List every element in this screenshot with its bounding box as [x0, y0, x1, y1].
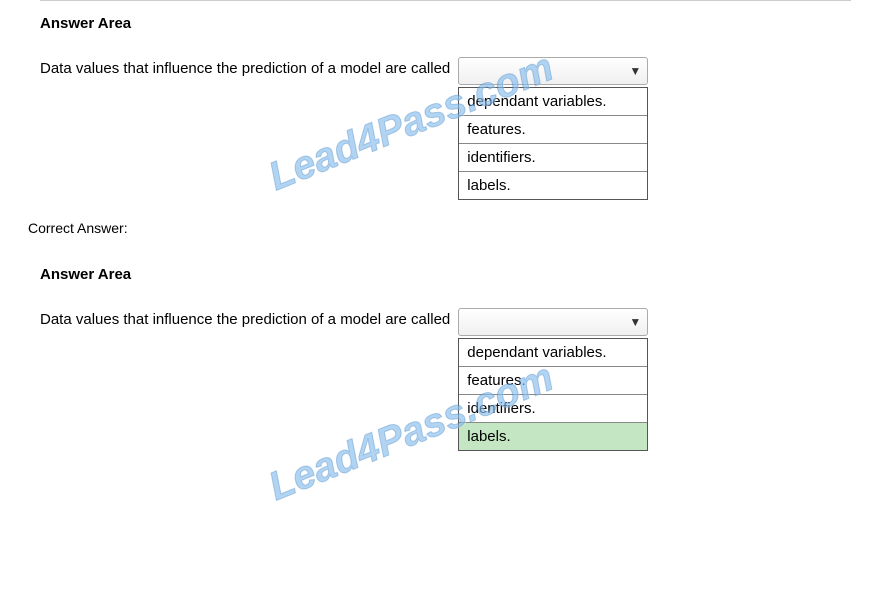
dropdown-option[interactable]: dependant variables. [459, 88, 647, 116]
answer-area-heading: Answer Area [40, 266, 851, 283]
dropdown-list: dependant variables. features. identifie… [458, 87, 648, 200]
dropdown-toggle[interactable]: ▼ [458, 57, 648, 85]
dropdown-option-selected[interactable]: labels. [459, 423, 647, 450]
dropdown-toggle[interactable]: ▼ [458, 308, 648, 336]
caret-down-icon: ▼ [629, 315, 641, 329]
answer-area-heading: Answer Area [40, 15, 851, 32]
dropdown-option[interactable]: features. [459, 116, 647, 144]
dropdown-option[interactable]: dependant variables. [459, 339, 647, 367]
dropdown-group: ▼ dependant variables. features. identif… [458, 57, 648, 200]
dropdown-option[interactable]: identifiers. [459, 395, 647, 423]
dropdown-group: ▼ dependant variables. features. identif… [458, 308, 648, 451]
answer-section: Answer Area Data values that influence t… [40, 266, 851, 451]
correct-answer-label: Correct Answer: [28, 220, 851, 236]
question-row: Data values that influence the predictio… [40, 57, 851, 200]
top-divider [40, 0, 851, 1]
question-text: Data values that influence the predictio… [40, 57, 450, 77]
question-text: Data values that influence the predictio… [40, 308, 450, 328]
dropdown-option[interactable]: features. [459, 367, 647, 395]
dropdown-option[interactable]: identifiers. [459, 144, 647, 172]
question-section: Answer Area Data values that influence t… [40, 15, 851, 200]
caret-down-icon: ▼ [629, 64, 641, 78]
dropdown-list: dependant variables. features. identifie… [458, 338, 648, 451]
dropdown-option[interactable]: labels. [459, 172, 647, 199]
question-row: Data values that influence the predictio… [40, 308, 851, 451]
